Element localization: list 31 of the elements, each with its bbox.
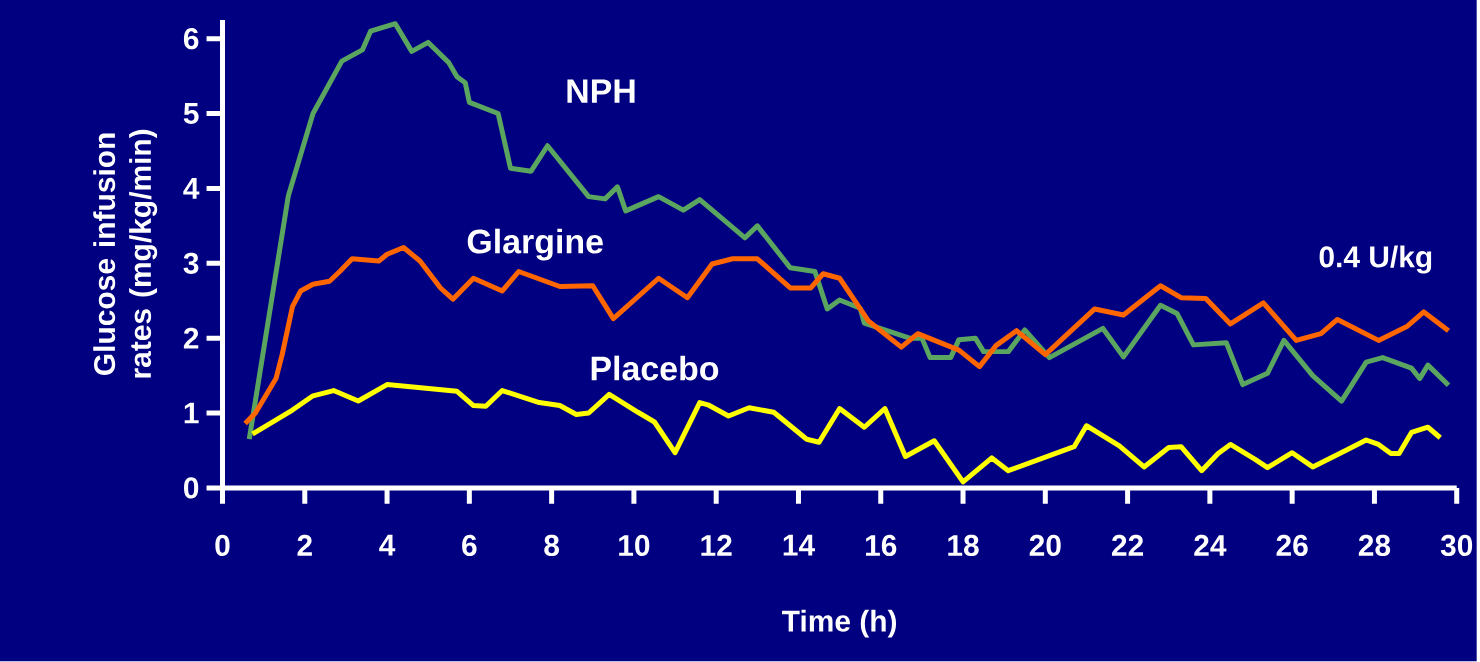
x-tick-label: 14 bbox=[783, 535, 815, 556]
x-tick-label: 12 bbox=[701, 535, 732, 556]
y-tick-label: 3 bbox=[183, 252, 199, 275]
y-tick-label: 2 bbox=[183, 327, 199, 349]
y-tick-label: 1 bbox=[184, 402, 199, 424]
y-tick-label: 4 bbox=[183, 178, 200, 199]
line-series bbox=[250, 382, 1443, 485]
y-tick-label: 6 bbox=[183, 28, 199, 50]
x-axis-title: Time (h) bbox=[782, 609, 897, 638]
x-tick-label: 2 bbox=[297, 535, 312, 556]
annotation: 0.4 U/kg bbox=[1319, 245, 1432, 274]
x-tick-label: 4 bbox=[379, 535, 396, 556]
x-tick-label: 26 bbox=[1276, 535, 1308, 557]
y-tick-label: 0 bbox=[184, 477, 199, 499]
series-label: NPH bbox=[567, 79, 635, 103]
x-tick-label: 22 bbox=[1111, 535, 1144, 556]
y-axis-title: Glucose infusion rates (mg/kg/min) bbox=[93, 130, 158, 378]
x-tick-label: 0 bbox=[215, 535, 230, 557]
x-tick-label: 28 bbox=[1358, 535, 1391, 557]
line-series bbox=[246, 21, 1451, 442]
series-label: Glargine bbox=[467, 228, 603, 261]
x-tick-label: 24 bbox=[1194, 535, 1227, 556]
y-tick-label: 5 bbox=[183, 103, 199, 125]
x-tick-label: 30 bbox=[1440, 535, 1473, 557]
x-tick-label: 6 bbox=[462, 535, 477, 557]
x-tick-label: 20 bbox=[1029, 535, 1061, 557]
x-tick-label: 16 bbox=[865, 535, 897, 557]
x-tick-label: 10 bbox=[619, 535, 650, 557]
series-label: Placebo bbox=[591, 355, 719, 381]
x-tick-label: 8 bbox=[544, 535, 560, 557]
x-tick-label: 18 bbox=[948, 535, 979, 557]
